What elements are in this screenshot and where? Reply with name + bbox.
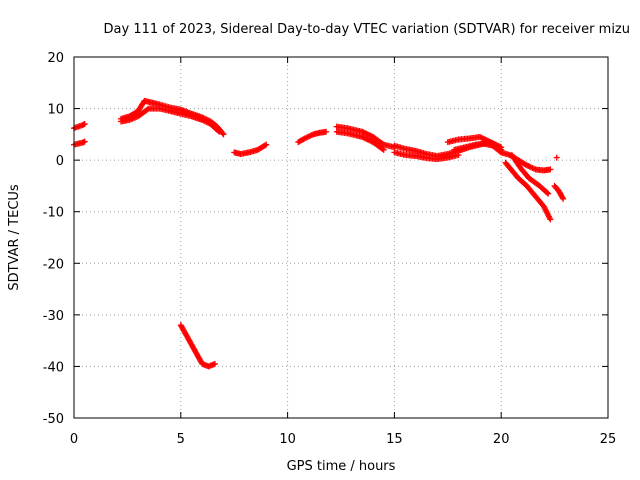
grid-lines <box>74 57 608 418</box>
data-point <box>544 189 551 196</box>
series-arc-r <box>177 322 218 370</box>
data-point <box>220 131 227 138</box>
data-point <box>379 140 386 147</box>
data-point <box>81 121 88 128</box>
data-point <box>144 106 151 113</box>
x-tick-label: 20 <box>493 432 510 447</box>
data-point <box>215 127 222 134</box>
y-tick-label: -30 <box>43 309 64 324</box>
series-arc-o <box>508 151 552 197</box>
data-point <box>559 194 566 201</box>
x-tick-label: 15 <box>386 432 403 447</box>
series-arc-p <box>551 182 567 202</box>
data-point <box>547 216 554 223</box>
x-axis-label: GPS time / hours <box>287 459 396 474</box>
x-tick-label: 0 <box>70 432 78 447</box>
x-tick-label: 25 <box>600 432 617 447</box>
data-point <box>545 190 552 197</box>
y-tick-label: -10 <box>43 206 64 221</box>
data-point <box>380 146 387 153</box>
data-point <box>211 360 218 367</box>
series-arc-h <box>333 128 387 153</box>
y-tick-label: -50 <box>43 412 64 427</box>
data-point <box>216 128 223 135</box>
data-point <box>455 151 462 158</box>
y-tick-label: 20 <box>47 51 64 66</box>
series-arc-e <box>231 141 270 157</box>
data-point <box>323 128 330 135</box>
data-point <box>379 145 386 152</box>
y-tick-label: -20 <box>43 257 64 272</box>
data-points <box>71 97 567 370</box>
data-point <box>219 130 226 137</box>
y-tick-label: 10 <box>47 103 64 118</box>
series-arc-j <box>391 149 462 163</box>
plot-frame <box>73 56 609 419</box>
data-point <box>547 166 554 173</box>
y-tick-label: 0 <box>56 154 64 169</box>
chart-title: Day 111 of 2023, Sidereal Day-to-day VTE… <box>104 22 630 37</box>
series-arc-b <box>71 138 88 148</box>
data-point <box>81 138 88 145</box>
series-arc-f <box>295 128 330 146</box>
data-point <box>553 154 560 161</box>
series-arc-g <box>333 123 398 151</box>
data-point <box>560 195 567 202</box>
series-arc-l <box>451 140 505 156</box>
series-arc-q <box>553 154 560 161</box>
y-tick-label: -40 <box>43 360 64 375</box>
x-tick-label: 10 <box>279 432 296 447</box>
series-arc-k <box>444 133 505 153</box>
axis-ticks: 0 5 10 15 20 25 -50 -40 -30 -20 -10 0 10 20 <box>43 51 617 447</box>
x-tick-label: 5 <box>177 432 185 447</box>
data-point <box>262 142 269 149</box>
y-axis-label: SDTVAR / TECUs <box>7 184 22 291</box>
series-arc-d <box>117 105 223 135</box>
data-point <box>263 141 270 148</box>
series-arc-n <box>502 159 554 223</box>
